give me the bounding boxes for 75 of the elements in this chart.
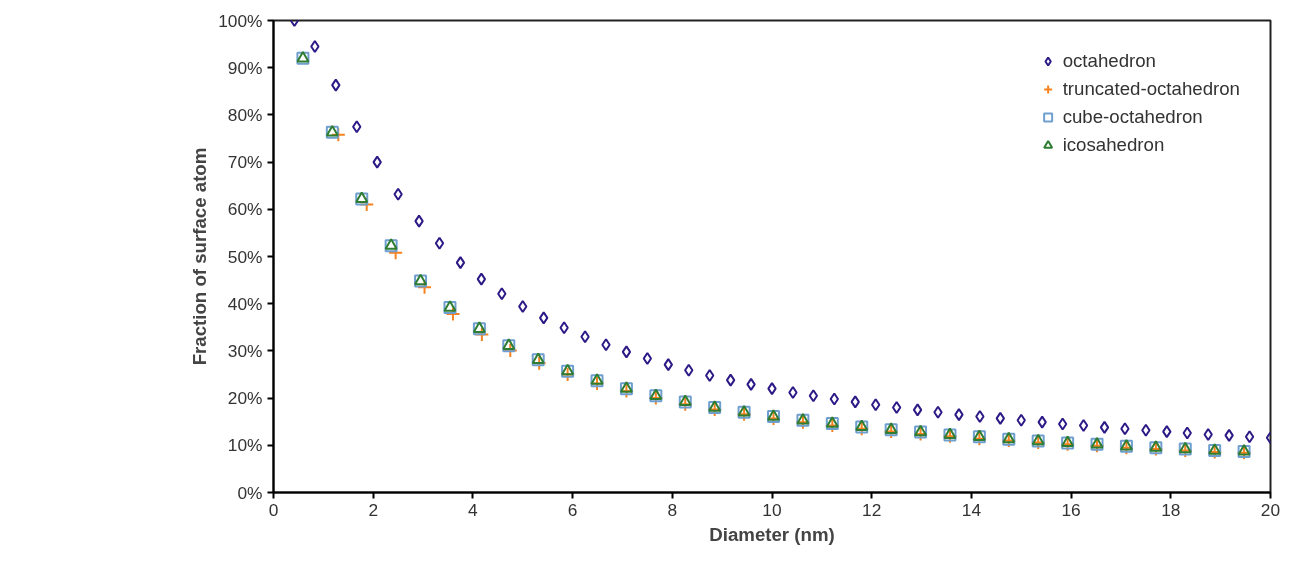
point: [1037, 415, 1047, 429]
point: [1203, 427, 1213, 441]
legend-label: truncated-octahedron: [1062, 78, 1240, 100]
y-tick-label: 80%: [227, 104, 263, 125]
point: [850, 395, 860, 409]
y-tick-label: 70%: [227, 152, 263, 173]
legend-label: cube-octahedron: [1062, 106, 1203, 128]
y-tick-label: 40%: [227, 293, 263, 314]
point: [518, 300, 528, 314]
point: [705, 368, 715, 382]
point: [975, 410, 985, 424]
y-tick-label: 50%: [227, 246, 263, 267]
x-tick-label: 16: [1061, 499, 1081, 520]
point: [1078, 418, 1089, 432]
x-tick-label: 10: [762, 499, 782, 520]
point: [372, 155, 382, 169]
point: [414, 214, 424, 228]
point: [621, 345, 632, 359]
point: [1099, 420, 1110, 434]
point: [788, 385, 798, 399]
x-tick-label: 4: [468, 499, 479, 520]
y-tick-label: 30%: [227, 340, 263, 361]
point: [663, 358, 673, 372]
y-tick-label: 60%: [227, 199, 263, 220]
x-tick-label: 2: [368, 499, 379, 520]
point: [601, 338, 611, 352]
y-tick-label: 0%: [237, 482, 263, 503]
x-tick-label: 6: [567, 499, 578, 520]
x-tick-label: 8: [667, 499, 678, 520]
point: [912, 403, 923, 417]
point: [871, 398, 881, 412]
point: [539, 311, 549, 325]
point: [746, 377, 756, 391]
legend-label: octahedron: [1062, 50, 1156, 72]
point: [829, 392, 839, 406]
point: [580, 330, 590, 344]
y-tick-label: 90%: [227, 57, 263, 78]
point: [559, 321, 569, 335]
point: [954, 408, 964, 422]
point: [995, 411, 1005, 425]
x-tick-label: 20: [1260, 499, 1281, 520]
point: [891, 401, 902, 415]
point: [393, 187, 403, 201]
point: [445, 306, 461, 322]
point: [476, 272, 487, 286]
point: [684, 363, 694, 377]
x-tick-label: 12: [862, 499, 882, 520]
x-tick-label: 14: [961, 499, 982, 520]
point: [1244, 430, 1255, 444]
point: [352, 120, 362, 134]
point: [434, 236, 445, 250]
point: [808, 389, 819, 403]
point: [933, 405, 943, 419]
legend-label: icosahedron: [1062, 134, 1165, 156]
point: [767, 382, 777, 396]
x-axis-title: Diameter (nm): [709, 523, 835, 545]
point: [1224, 428, 1234, 442]
point: [331, 78, 341, 92]
point: [1057, 417, 1068, 431]
y-axis-title: Fraction of surface atom: [189, 147, 211, 366]
point: [1016, 413, 1026, 427]
point: [642, 351, 653, 365]
y-tick-label: 100%: [218, 10, 263, 31]
point: [497, 287, 507, 301]
point: [455, 256, 466, 270]
y-tick-label: 20%: [227, 388, 263, 409]
point: [1120, 422, 1130, 436]
y-tick-label: 10%: [227, 435, 263, 456]
x-tick-label: 18: [1161, 499, 1181, 520]
point: [725, 373, 736, 387]
point: [1141, 423, 1151, 437]
x-tick-label: 0: [268, 499, 279, 520]
point: [310, 39, 320, 53]
point: [1162, 425, 1172, 439]
point: [1182, 426, 1192, 440]
